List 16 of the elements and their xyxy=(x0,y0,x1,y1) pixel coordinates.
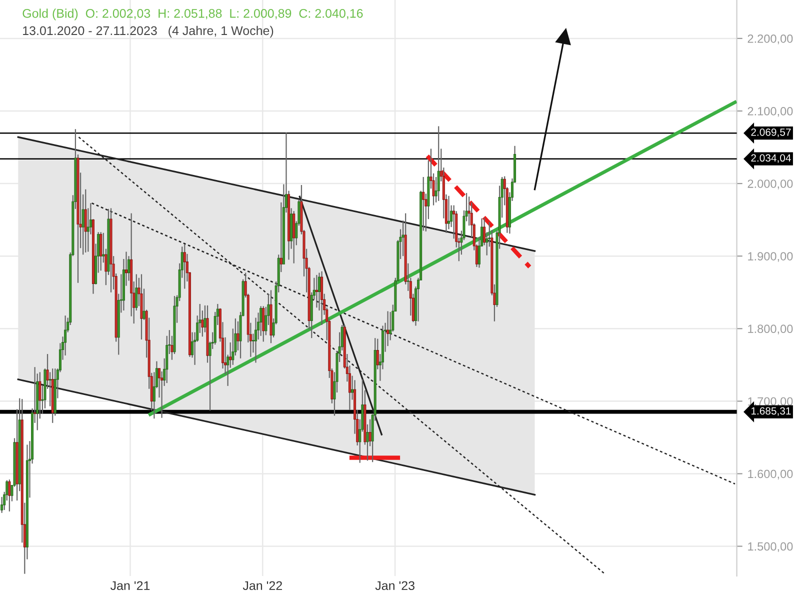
ref-line-label: 2.069,57 xyxy=(751,128,791,138)
y-tick-label: 2.000,00 xyxy=(748,180,793,190)
x-tick-label: Jan '21 xyxy=(110,581,150,590)
y-tick-label: 2.100,00 xyxy=(748,107,793,117)
y-tick-label: 1.900,00 xyxy=(748,252,793,262)
y-tick-label: 1.600,00 xyxy=(748,470,793,480)
text: 13.01.2020 - 27.11.2023 (4 Jahre, 1 Woche) xyxy=(23,26,274,38)
y-tick-label: 1.500,00 xyxy=(748,542,793,552)
text: Gold (Bid) O: 2.002,03 H: 2.051,88 L: 2.000,89 C: 2.040,16 xyxy=(22,8,363,20)
ref-line-label: 1.685,31 xyxy=(751,407,791,416)
x-tick-label: Jan '23 xyxy=(375,581,414,590)
y-tick-label: 2.200,00 xyxy=(748,34,793,44)
y-tick-label: 1.700,00 xyxy=(748,397,793,407)
ref-line-label: 2.034,04 xyxy=(751,154,791,163)
x-tick-label: Jan '22 xyxy=(242,581,282,590)
y-tick-label: 1.800,00 xyxy=(748,324,793,334)
